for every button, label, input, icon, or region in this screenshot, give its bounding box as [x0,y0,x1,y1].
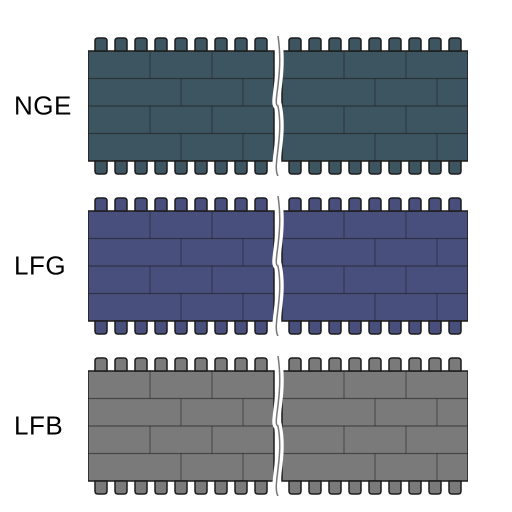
belt-row-lfg: LFG [0,196,512,336]
belt-label-lfg: LFG [14,251,66,282]
belt-row-lfb: LFB [0,356,512,496]
belt-graphic-nge [88,36,468,176]
belt-graphic-lfb [88,356,468,496]
belt-row-nge: NGE [0,36,512,176]
belt-label-lfb: LFB [14,411,63,442]
belt-label-nge: NGE [14,91,72,122]
belt-graphic-lfg [88,196,468,336]
